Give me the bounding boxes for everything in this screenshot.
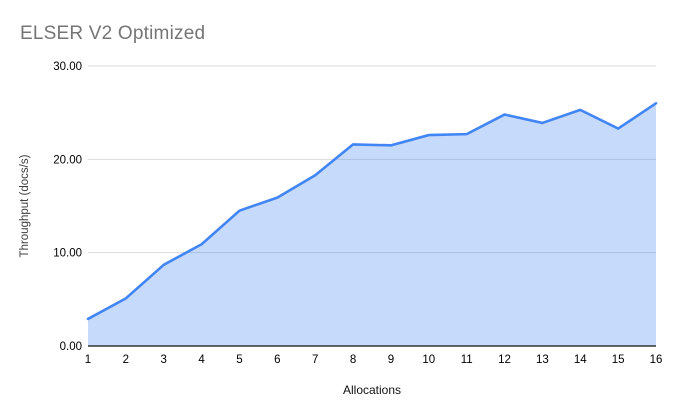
x-tick-label: 5 — [236, 354, 242, 366]
x-tick-label: 13 — [536, 354, 549, 366]
x-tick-label: 15 — [612, 354, 625, 366]
x-tick-label: 2 — [123, 354, 129, 366]
chart-title: ELSER V2 Optimized — [20, 23, 206, 44]
y-axis-title: Throughput (docs/s) — [19, 154, 31, 258]
x-tick-label: 1 — [85, 354, 91, 366]
area-fill — [88, 103, 656, 346]
x-tick-label: 10 — [422, 354, 435, 366]
x-tick-label: 12 — [498, 354, 511, 366]
y-tick-label: 0.00 — [60, 341, 82, 353]
x-tick-label: 4 — [198, 354, 205, 366]
x-tick-label: 6 — [274, 354, 280, 366]
x-tick-label: 11 — [461, 354, 473, 366]
y-tick-label: 20.00 — [53, 154, 82, 166]
x-axis-title: Allocations — [342, 383, 402, 397]
y-tick-label: 10.00 — [53, 248, 82, 260]
x-tick-label: 3 — [161, 354, 167, 366]
y-tick-label: 30.00 — [53, 61, 82, 73]
x-tick-label: 14 — [574, 354, 587, 366]
data-line — [86, 102, 658, 321]
x-tick-label: 16 — [650, 354, 663, 366]
x-tick-label: 8 — [350, 354, 356, 366]
x-tick-label: 9 — [388, 354, 394, 366]
x-tick-label: 7 — [312, 354, 318, 366]
